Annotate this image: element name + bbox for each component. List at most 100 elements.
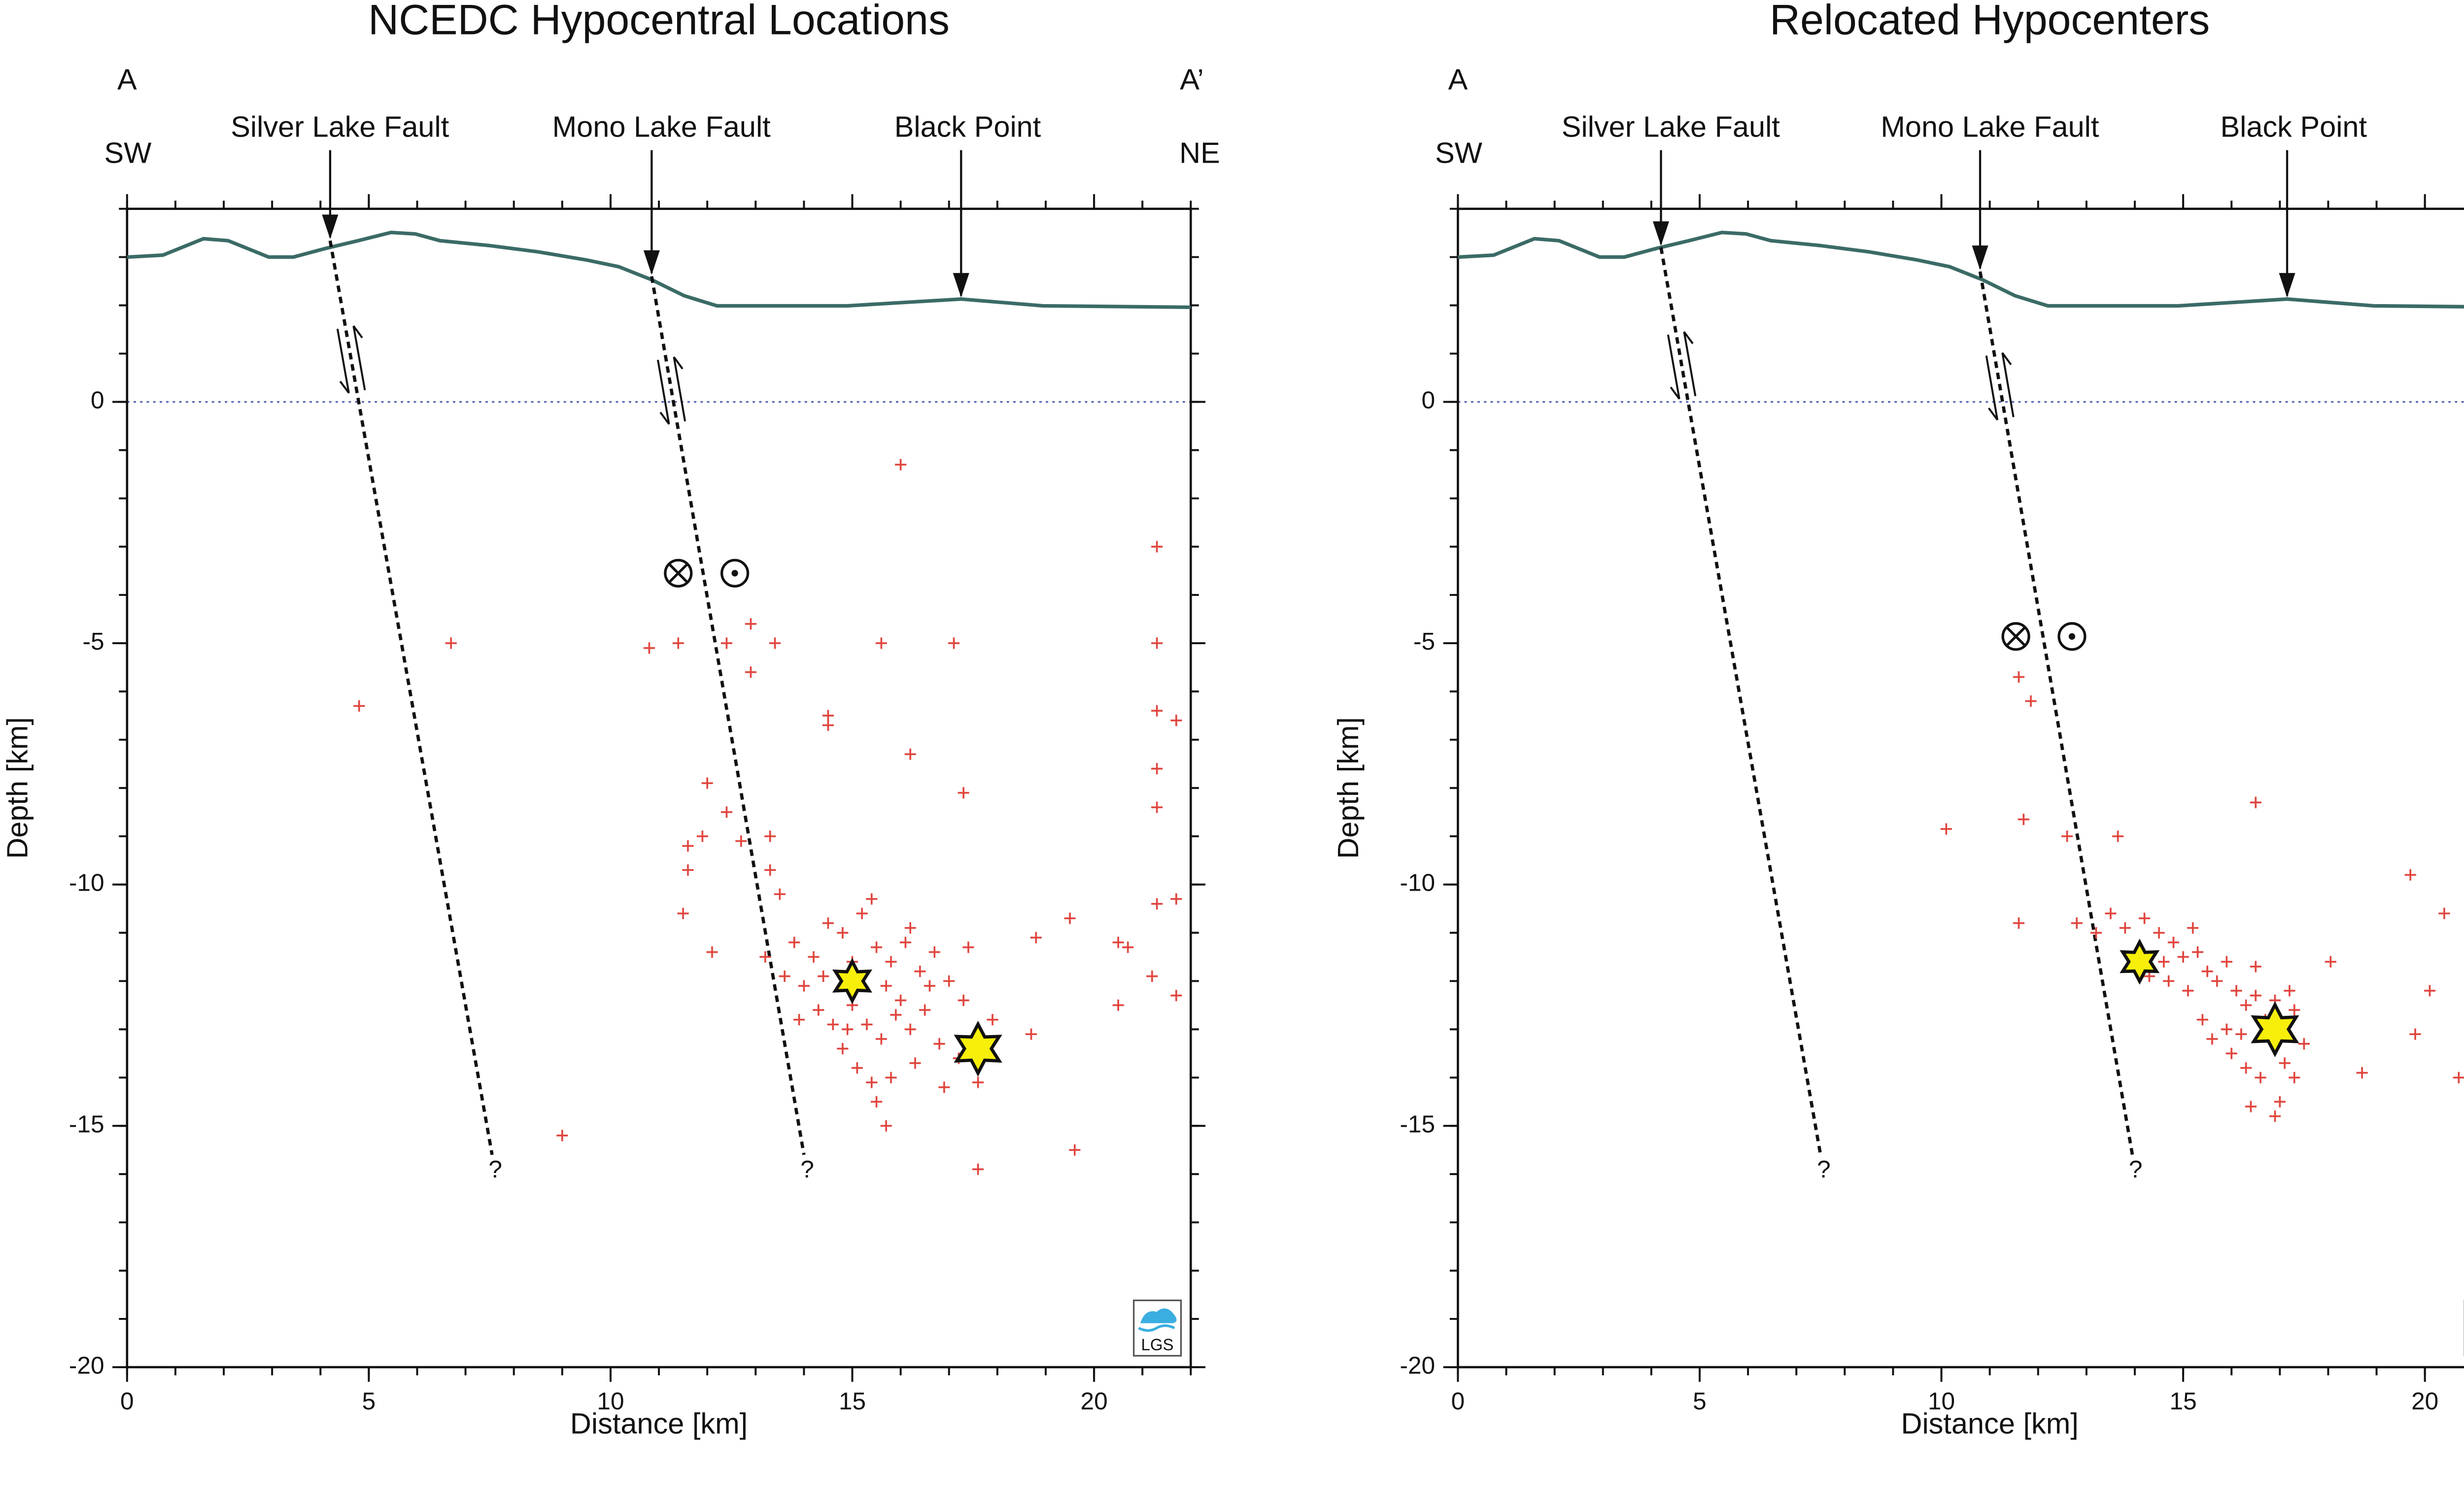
y-tick-label: -5 bbox=[82, 627, 104, 655]
hypocenter bbox=[1170, 990, 1182, 1002]
x-tick-label: 15 bbox=[2170, 1387, 2197, 1415]
panel: Relocated Hypocenters Distance [km] Depth … bbox=[1332, 0, 2464, 1440]
hypocenter bbox=[1069, 1144, 1081, 1156]
slip-arrow bbox=[1667, 334, 1680, 400]
section-start: A bbox=[1448, 63, 1468, 96]
hypocenter bbox=[2356, 1067, 2368, 1079]
slip-arrow bbox=[673, 356, 686, 422]
hypocenter bbox=[2112, 831, 2124, 842]
x-tick-label: 15 bbox=[839, 1387, 866, 1415]
x-tick-label: 10 bbox=[1928, 1387, 1955, 1415]
direction-left: SW bbox=[1435, 136, 1482, 169]
hypocenter bbox=[2187, 922, 2199, 934]
hypocenter bbox=[875, 637, 887, 649]
arrow-head bbox=[1972, 245, 1988, 270]
mainshock bbox=[832, 958, 872, 1004]
hypocenter bbox=[2298, 1038, 2310, 1050]
hypocenter bbox=[972, 1076, 984, 1088]
y-axis-label: Depth [km] bbox=[1332, 717, 1365, 859]
slip-out-of-page bbox=[2057, 622, 2087, 651]
hypocenter bbox=[871, 1096, 883, 1107]
x-tick-label: 0 bbox=[1451, 1387, 1465, 1415]
hypocenter bbox=[1151, 705, 1163, 717]
marker-label: Black Point bbox=[2220, 110, 2367, 143]
hypocenter bbox=[2279, 1057, 2291, 1069]
hypocenter bbox=[735, 835, 747, 847]
hypocenter bbox=[919, 1004, 931, 1016]
fault bbox=[650, 276, 806, 1155]
hypocenter bbox=[706, 946, 718, 958]
fault-label: Silver Lake Fault bbox=[231, 110, 449, 143]
hypocenter bbox=[904, 922, 916, 934]
hypocenter bbox=[2230, 985, 2242, 997]
hypocenter bbox=[808, 951, 820, 963]
x-tick-label: 20 bbox=[2411, 1387, 2438, 1415]
mainshock bbox=[954, 1020, 1002, 1077]
hypocenter bbox=[1151, 541, 1163, 553]
slip-arrow bbox=[1985, 355, 1999, 421]
y-tick-label: -15 bbox=[1400, 1110, 1435, 1138]
y-axis-label: Depth [km] bbox=[0, 717, 34, 859]
marker-label: Black Point bbox=[894, 110, 1041, 143]
fault-label: Mono Lake Fault bbox=[552, 110, 771, 143]
hypocenter bbox=[2158, 956, 2170, 968]
hypocenter bbox=[2206, 1033, 2218, 1045]
hypocenter bbox=[2071, 917, 2083, 929]
hypocenter bbox=[769, 637, 781, 649]
arrow-head bbox=[953, 273, 969, 298]
slip-dot bbox=[731, 570, 738, 577]
slip-cross bbox=[2006, 626, 2026, 647]
hypocenter bbox=[2424, 985, 2436, 997]
hypocenter bbox=[2018, 813, 2029, 825]
hypocenter bbox=[759, 951, 771, 963]
hypocenter bbox=[813, 1004, 824, 1016]
x-tick-label: 0 bbox=[120, 1387, 134, 1415]
x-tick-label: 5 bbox=[1693, 1387, 1707, 1415]
section-start: A bbox=[117, 63, 137, 96]
hypocenter bbox=[2191, 946, 2204, 958]
hypocenter bbox=[958, 995, 969, 1006]
x-tick-label: 5 bbox=[362, 1387, 376, 1415]
hypocenter bbox=[696, 831, 708, 842]
hypocenter bbox=[2269, 1110, 2281, 1122]
hypocenter bbox=[798, 980, 810, 992]
section-end: A’ bbox=[1180, 63, 1203, 96]
hypocenter bbox=[1122, 941, 1134, 953]
logo: LGS bbox=[1132, 1299, 1182, 1357]
hypocenter bbox=[2250, 796, 2261, 808]
hypocenter bbox=[1112, 999, 1124, 1011]
hypocenter bbox=[774, 888, 786, 900]
hypocenter bbox=[851, 1062, 863, 1074]
slip-into-page bbox=[664, 558, 693, 588]
hypocenter bbox=[904, 748, 916, 760]
fault-label: Mono Lake Fault bbox=[1881, 110, 2099, 143]
y-tick-label: -20 bbox=[1400, 1351, 1435, 1379]
fault bbox=[328, 240, 494, 1155]
hypocenter bbox=[2105, 907, 2117, 919]
hypocenter bbox=[2163, 975, 2175, 987]
hypocenter bbox=[2025, 695, 2037, 707]
fault-end-label: ? bbox=[1817, 1155, 1831, 1183]
hypocenter bbox=[720, 637, 732, 649]
y-tick-label: -20 bbox=[69, 1351, 104, 1379]
hypocenter bbox=[2211, 975, 2223, 987]
hypocenter bbox=[958, 787, 969, 799]
fault bbox=[1978, 271, 2134, 1155]
hypocenter bbox=[2325, 956, 2336, 968]
hypocenter bbox=[871, 941, 883, 953]
hypocenter bbox=[987, 1014, 998, 1026]
hypocenter bbox=[643, 642, 655, 654]
hypocenter bbox=[837, 927, 849, 939]
slip-circle bbox=[2001, 622, 2030, 651]
hypocenter bbox=[2240, 1062, 2252, 1074]
hypocenter bbox=[556, 1130, 568, 1142]
hypocenter bbox=[861, 1019, 873, 1031]
hypocenter bbox=[827, 1019, 839, 1031]
hypocenter bbox=[822, 710, 834, 722]
mainshock bbox=[2120, 938, 2160, 985]
hypocenter bbox=[856, 907, 868, 919]
hypocenter bbox=[972, 1163, 984, 1175]
hypocenter bbox=[895, 995, 907, 1006]
hypocenter bbox=[2240, 999, 2252, 1011]
